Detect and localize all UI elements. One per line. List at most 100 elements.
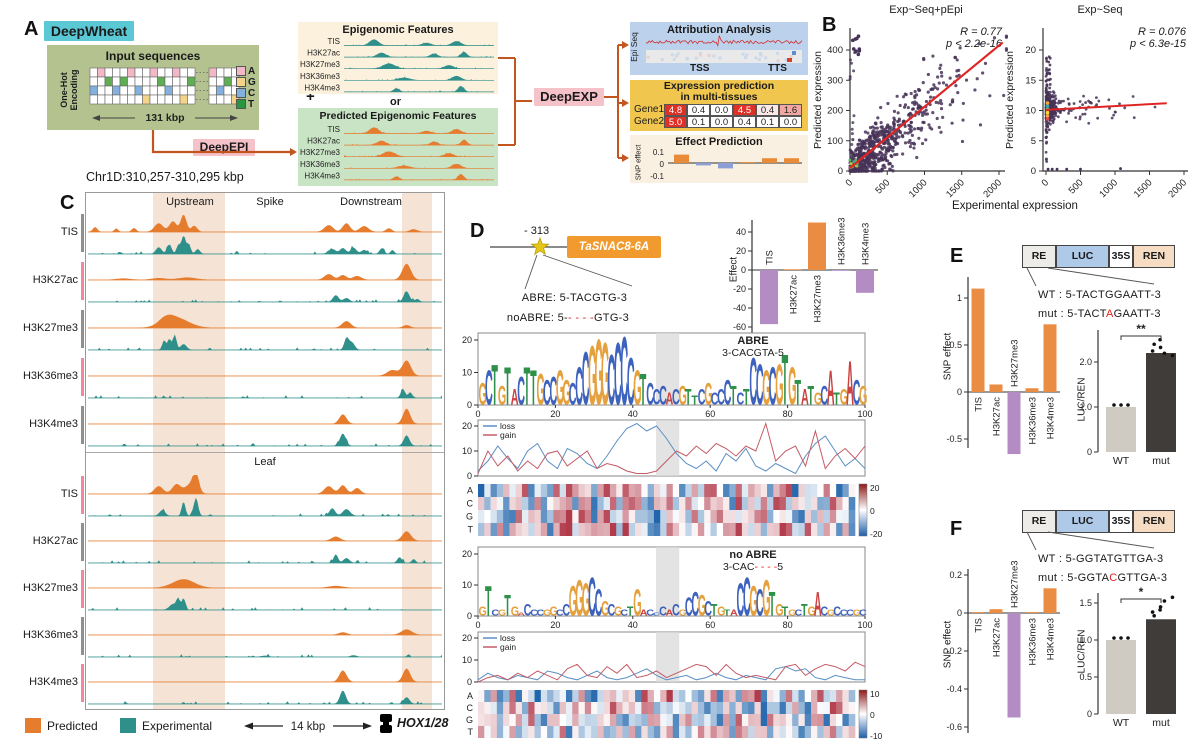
track-label-h3k27ac: H3K27ac <box>32 274 78 286</box>
svg-text:G: G <box>717 605 725 619</box>
svg-text:C: C <box>549 369 557 414</box>
svg-text:H3K27ac: H3K27ac <box>307 137 340 146</box>
svg-text:0.5: 0.5 <box>949 340 962 350</box>
svg-text:C: C <box>537 608 545 618</box>
svg-text:10: 10 <box>462 368 472 378</box>
svg-text:T: T <box>685 384 692 409</box>
svg-text:10: 10 <box>870 689 880 699</box>
snp-position-label: - 313 <box>524 225 550 237</box>
svg-text:C: C <box>820 605 828 619</box>
input-sequences-title: Input sequences <box>105 49 201 63</box>
svg-text:H3K36me3: H3K36me3 <box>1028 618 1039 666</box>
svg-text:**: ** <box>1136 322 1146 336</box>
predicted-epigenomic-title: Predicted Epigenomic Features <box>319 110 477 122</box>
svg-text:G: G <box>614 605 622 619</box>
track-accent-bar <box>81 617 84 655</box>
track-label-tis: TIS <box>60 226 78 238</box>
svg-text:G: G <box>601 597 609 621</box>
svg-text:H3K27me3: H3K27me3 <box>813 275 824 323</box>
genome-tracks <box>88 214 442 705</box>
track-accent-bar <box>81 358 84 396</box>
gene-icon <box>380 714 392 733</box>
panel-e-label: E <box>950 245 964 267</box>
svg-text:gain: gain <box>500 430 516 440</box>
track-accent-bar <box>81 310 84 348</box>
tss-label: TSS <box>690 63 710 74</box>
svg-text:0: 0 <box>1087 447 1092 457</box>
experimental-swatch <box>120 718 136 733</box>
svg-text:2.0: 2.0 <box>1079 357 1092 367</box>
svg-text:H3K4me3: H3K4me3 <box>304 83 340 92</box>
svg-text:G: G <box>479 605 487 619</box>
svg-text:T: T <box>468 525 474 535</box>
svg-text:no ABRE: no ABRE <box>729 549 776 561</box>
svg-text:20: 20 <box>550 620 560 630</box>
kbp-arrow-14: 14 kbp <box>244 721 372 733</box>
svg-text:-20: -20 <box>733 284 746 294</box>
svg-text:0: 0 <box>467 400 472 410</box>
svg-text:C: C <box>620 608 628 618</box>
svg-text:10: 10 <box>1025 106 1036 117</box>
svg-text:G: G <box>562 372 570 413</box>
svg-text:0: 0 <box>467 471 472 481</box>
svg-text:1.5: 1.5 <box>1079 598 1092 608</box>
scatter-right-r: R = 0.076 <box>1137 26 1186 38</box>
svg-text:T: T <box>504 589 511 622</box>
construct-segment-35s: 35S <box>1109 245 1133 268</box>
flow-arrows <box>151 41 629 162</box>
svg-text:40: 40 <box>628 409 638 419</box>
tasnac-gene-box: TaSNAC8-6A <box>567 236 661 258</box>
abre-seq: ABRE: 5-TACGTG-3 <box>521 292 628 304</box>
e-wt-seq: WT : 5-TACTGGAATT-3 <box>1038 289 1162 301</box>
svg-text:A: A <box>846 350 854 418</box>
svg-text:C: C <box>588 567 596 628</box>
svg-text:15: 15 <box>1025 75 1036 86</box>
region-upstream-label: Upstream <box>166 196 214 208</box>
svg-text:H3K27ac: H3K27ac <box>992 397 1003 436</box>
svg-text:H3K27me3: H3K27me3 <box>1010 560 1021 608</box>
svg-text:G: G <box>466 512 473 522</box>
svg-text:0: 0 <box>957 387 962 397</box>
svg-text:mut: mut <box>1152 455 1170 467</box>
svg-text:0: 0 <box>475 620 480 630</box>
svg-text:TIS: TIS <box>974 397 985 412</box>
svg-text:C: C <box>756 352 764 417</box>
svg-text:C: C <box>659 605 667 619</box>
svg-text:G: G <box>601 326 609 424</box>
svg-text:C: C <box>627 346 635 420</box>
svg-text:H3K27ac: H3K27ac <box>789 275 800 314</box>
svg-text:T: T <box>782 605 789 619</box>
svg-text:T: T <box>524 357 531 417</box>
track-accent-bar <box>81 523 84 561</box>
svg-text:80: 80 <box>783 409 793 419</box>
svg-text:20: 20 <box>736 246 746 256</box>
plus-sign: + <box>306 88 315 105</box>
predicted-label: Predicted <box>47 719 98 733</box>
svg-text:C: C <box>859 608 867 618</box>
svg-text:A: A <box>814 586 822 624</box>
svg-text:G: G <box>466 715 473 725</box>
svg-text:C: C <box>724 372 732 413</box>
svg-text:T: T <box>795 372 802 413</box>
construct-segment-ren: REN <box>1133 510 1175 533</box>
svg-text:T: T <box>491 352 498 417</box>
f-mut-seq: mut : 5-GGTACGTTGA-3 <box>1038 572 1168 584</box>
region-spike-label: Spike <box>256 196 284 208</box>
noabre-seq: noABRE: 5-- - - -GTG-3 <box>506 312 630 324</box>
svg-text:60: 60 <box>705 620 715 630</box>
svg-text:G: G <box>588 327 596 422</box>
svg-text:5: 5 <box>1031 136 1036 147</box>
base-legend-item: C <box>236 88 256 99</box>
leaf-label: Leaf <box>254 456 276 468</box>
f-luc-chart: 0 0.5 1.0 1.5 WT mut * <box>1079 585 1176 729</box>
svg-text:-60: -60 <box>733 322 746 332</box>
svg-text:C: C <box>691 586 699 624</box>
svg-text:H3K4me3: H3K4me3 <box>1046 618 1057 660</box>
svg-text:C: C <box>569 376 577 411</box>
svg-text:0: 0 <box>1087 709 1092 719</box>
svg-text:3-CACGTA-5: 3-CACGTA-5 <box>722 347 784 359</box>
